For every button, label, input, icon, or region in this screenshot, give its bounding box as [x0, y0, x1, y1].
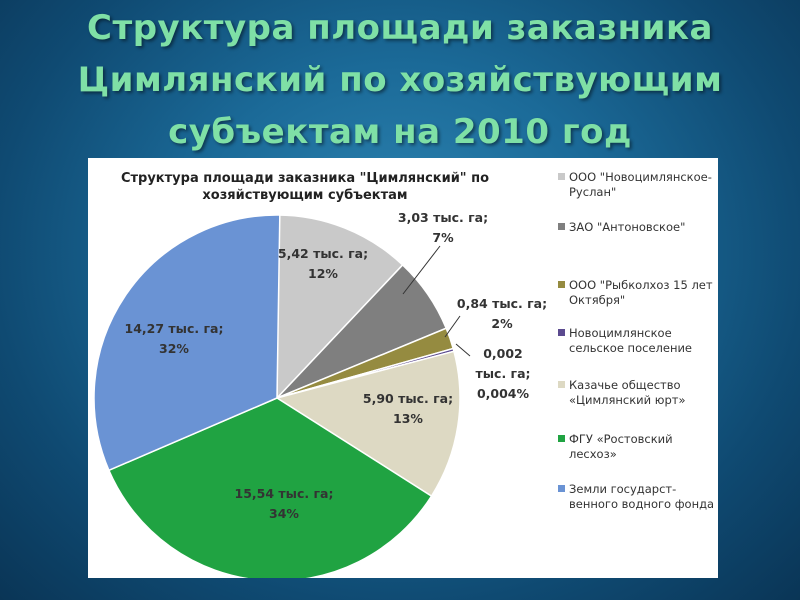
- legend-swatch: [558, 485, 565, 492]
- legend-label: ФГУ «Ростовский лесхоз»: [569, 432, 673, 461]
- chart-panel: 5,42 тыс. га; 12% 3,03 тыс. га; 7% 0,84 тыс.…: [88, 158, 718, 578]
- data-label: 14,27 тыс. га; 32%: [125, 321, 224, 356]
- legend-label: Казачье общество «Цимлянский юрт»: [569, 378, 686, 407]
- legend-label: ЗАО "Антоновское": [569, 220, 686, 234]
- legend-label: ООО "Рыбколхоз 15 лет Октября": [569, 278, 713, 307]
- pie-slice: [276, 214, 404, 400]
- data-label: 5,42 тыс. га; 12%: [278, 246, 368, 281]
- legend-label: Земли государст-венного водного фонда: [569, 482, 715, 511]
- pie-chart: 5,42 тыс. га; 12% 3,03 тыс. га; 7% 0,84 тыс.…: [93, 210, 547, 578]
- pie-slice: [107, 397, 433, 578]
- legend-label: Новоцимлянское сельское поселение: [569, 326, 693, 355]
- slide-title: Структура площади заказника Цимлянский п…: [77, 8, 723, 152]
- legend-swatch: [558, 223, 565, 230]
- pie-slice: [275, 350, 461, 498]
- data-label: 15,54 тыс. га; 34%: [235, 486, 334, 521]
- legend-swatch: [558, 281, 565, 288]
- legend-swatch: [558, 381, 565, 388]
- legend-swatch: [558, 329, 565, 336]
- data-label: 0,84 тыс. га; 2%: [457, 296, 547, 331]
- data-label: 5,90 тыс. га; 13%: [363, 391, 453, 426]
- leader-line: [402, 245, 441, 295]
- data-label: 3,03 тыс. га; 7%: [398, 210, 488, 245]
- pie-slice: [93, 214, 281, 472]
- leader-line: [455, 343, 471, 357]
- legend-swatch: [558, 435, 565, 442]
- data-label: 0,002 тыс. га; 0,004%: [475, 346, 530, 401]
- legend-swatch: [558, 173, 565, 180]
- leader-line: [444, 315, 461, 338]
- legend-label: ООО "Новоцимлянское-Руслан": [569, 170, 712, 199]
- chart-title: Структура площади заказника "Цимлянский"…: [120, 171, 490, 203]
